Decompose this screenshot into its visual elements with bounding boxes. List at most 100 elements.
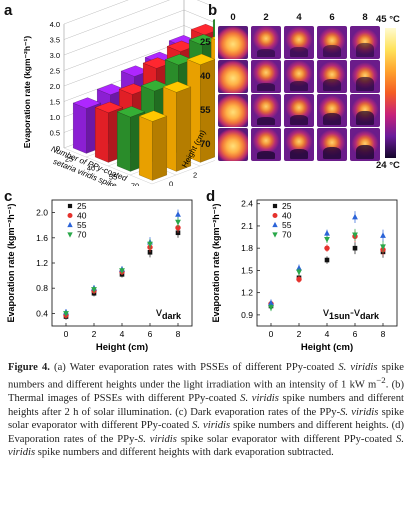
colorbar-min-label: 24 °C — [376, 160, 400, 171]
panel-label-c: c — [4, 188, 13, 205]
thermal-column-label: 0 — [230, 12, 236, 23]
z-tick-label: 1.5 — [50, 98, 60, 107]
annotation-v-1sun-minus-v-dark: v1sun-vdark — [323, 305, 380, 321]
y-axis-label: Evaporation rate (kgm⁻²h⁻¹) — [211, 203, 221, 322]
evaporator-base — [356, 145, 374, 159]
legend-label: 40 — [282, 211, 292, 221]
data-point — [296, 264, 302, 271]
thermal-column-label: 6 — [329, 12, 335, 23]
z-axis-label: Evaporation rate (kgm⁻²h⁻¹) — [22, 36, 32, 149]
data-point — [296, 269, 302, 276]
z-tick-label: 1.0 — [50, 113, 60, 122]
x-tick-label: 6 — [353, 329, 358, 339]
evaporator-base — [290, 149, 308, 159]
thermal-row-label: 70 — [200, 139, 211, 150]
y-tick-label: 2 — [193, 171, 197, 180]
caption-text: spike numbers and different heights with… — [35, 446, 334, 458]
z-tick-label: 2.0 — [50, 82, 60, 91]
series-70 — [268, 228, 386, 312]
data-point — [268, 305, 274, 311]
evaporator-base — [323, 113, 341, 125]
data-point — [352, 232, 358, 239]
thermal-column-label: 2 — [263, 12, 269, 23]
z-tick-label: 3.5 — [50, 36, 60, 45]
data-point — [324, 257, 330, 263]
legend-label: 70 — [77, 230, 87, 240]
data-point — [63, 311, 69, 317]
z-tick-label: 4.0 — [50, 20, 60, 29]
thermal-image-cell — [317, 26, 347, 59]
evaporator-base — [323, 45, 341, 57]
gridline — [63, 0, 215, 40]
thermal-image-cell — [284, 26, 314, 59]
y-tick-label: 1.2 — [36, 258, 48, 268]
evaporator-base — [356, 111, 374, 125]
series-25 — [268, 242, 386, 310]
caption-species: S. viridis — [137, 433, 177, 445]
x-tick-label: 8 — [176, 329, 181, 339]
thermal-row-label: 55 — [200, 105, 211, 116]
y-tick-label: 1.6 — [36, 233, 48, 243]
thermal-image-cell — [218, 94, 248, 127]
thermal-image-grid: 0 2 4 6 8 25 40 55 70 45 °C 24 °C — [200, 12, 410, 172]
data-point — [296, 276, 302, 283]
x-axis-label: Height (cm) — [301, 342, 353, 353]
x-tick-label: 0 — [269, 329, 274, 339]
y-tick-label: 0.9 — [241, 310, 253, 320]
data-point — [147, 241, 153, 248]
thermal-image-cell — [317, 128, 347, 161]
x-tick-label: 70 — [131, 182, 139, 187]
caption-text: spike numbers and different heights unde… — [8, 362, 404, 391]
thermal-image-cell — [350, 128, 380, 161]
evaporator-base — [356, 77, 374, 91]
caption-species: S. viridis — [8, 433, 404, 458]
evaporator-base — [257, 151, 275, 159]
caption-species: S. viridis — [338, 362, 378, 373]
x-tick-label: 0 — [64, 329, 69, 339]
thermal-row-label: 25 — [200, 37, 211, 48]
legend-marker — [272, 213, 278, 218]
legend-marker — [67, 232, 73, 238]
data-point — [175, 225, 181, 231]
caption-text: spike numbers and different heights afte… — [8, 393, 404, 418]
y-tick-label: 2.0 — [36, 208, 48, 218]
thermal-image-cell — [350, 60, 380, 93]
legend-marker — [272, 221, 278, 228]
y-tick-label: 1.2 — [241, 288, 253, 298]
evaporator-base — [290, 47, 308, 57]
evaporator-base — [323, 147, 341, 159]
legend-marker — [272, 203, 278, 209]
legend-label: 25 — [282, 201, 292, 211]
evaporator-base — [257, 117, 275, 125]
chart-d-net-evaporation: 0 2 4 6 8 0.9 1.2 1.5 1.8 2.1 2.4 Height (cm) Evapor… — [211, 199, 398, 353]
thermal-image-cell — [317, 94, 347, 127]
panel-label-b: b — [208, 2, 218, 19]
colorbar-max-label: 45 °C — [376, 14, 400, 25]
legend-marker — [272, 232, 278, 238]
z-tick-label: 2.5 — [50, 67, 60, 76]
annotation-v-dark: vdark — [156, 305, 182, 321]
thermal-row-label: 40 — [200, 71, 211, 82]
x-tick-label: 40 — [87, 164, 95, 173]
y-tick-label: 0.4 — [36, 308, 48, 318]
thermal-column-label: 8 — [362, 12, 368, 23]
x-tick-label: 4 — [325, 329, 330, 339]
evaporator-base — [290, 81, 308, 91]
legend-label: 55 — [77, 220, 87, 230]
evaporator-base — [257, 49, 275, 57]
bar-70-h0 — [138, 110, 168, 181]
evaporator-base — [323, 79, 341, 91]
data-point — [175, 211, 181, 217]
gridline — [151, 160, 215, 185]
thermal-image-cell — [350, 26, 380, 59]
x-tick-label: 2 — [297, 329, 302, 339]
caption-text: . (b) Thermal images of PSSEs with diffe… — [8, 379, 404, 405]
legend-marker — [67, 221, 73, 228]
data-point — [380, 244, 386, 250]
chart-a-3d-bar: 0 0.5 1.0 1.5 2.0 2.5 3.0 3.5 4.0 Evaporation rat… — [22, 0, 215, 187]
x-tick-label: 8 — [381, 329, 386, 339]
x-tick-label: 25 — [65, 155, 73, 164]
x-tick-label: 2 — [92, 329, 97, 339]
legend-marker — [67, 203, 73, 209]
y-tick-label: 2.4 — [241, 199, 253, 209]
